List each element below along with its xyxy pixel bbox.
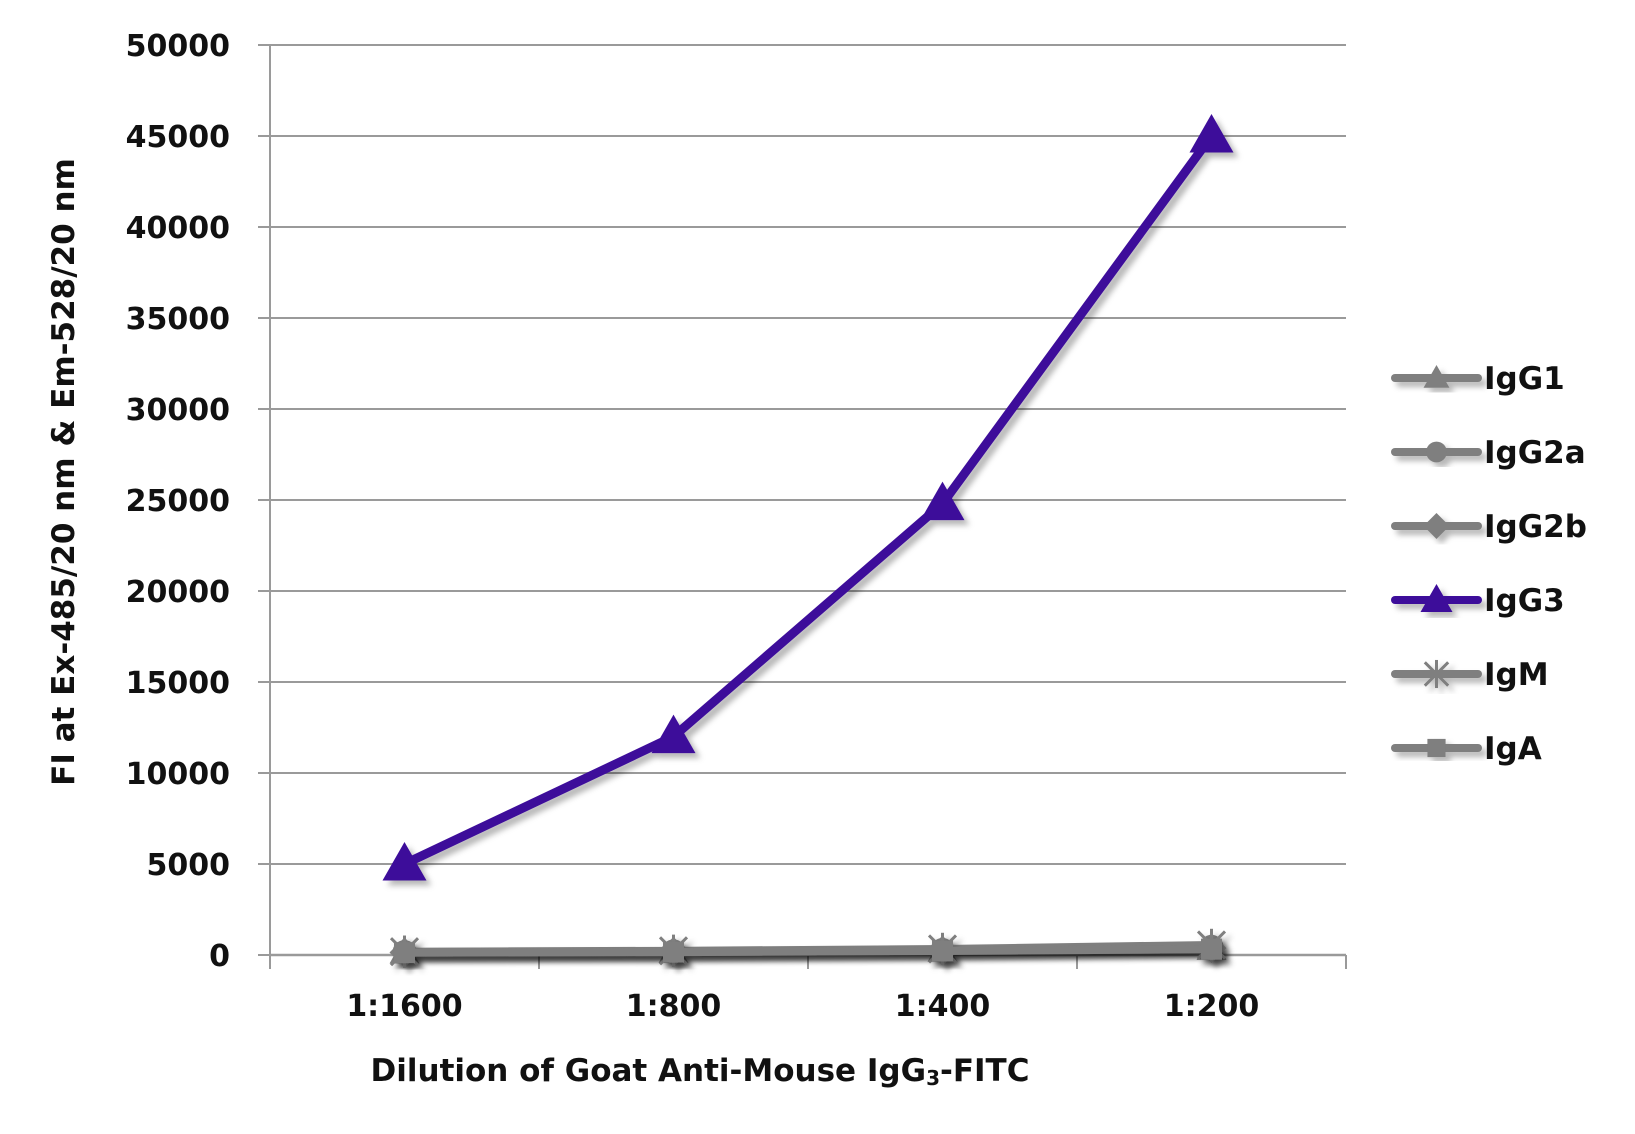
legend-marker (1427, 738, 1446, 758)
axes (258, 44, 1347, 969)
legend-marker (1423, 513, 1450, 539)
gridlines (270, 44, 1346, 865)
data-point (394, 942, 415, 964)
y-tick-label: 20000 (126, 575, 230, 610)
legend-swatch (1391, 513, 1482, 539)
y-tick-label: 30000 (126, 393, 230, 428)
data-point (382, 842, 427, 881)
y-tick-label: 0 (209, 939, 230, 974)
legend-label: IgA (1484, 731, 1542, 767)
x-tick-label: 1:400 (895, 989, 991, 1024)
x-tick-label: 1:200 (1164, 989, 1260, 1024)
legend-label: IgM (1484, 657, 1549, 693)
x-tick-labels: 1:1600 1:800 1:400 1:200 (346, 989, 1259, 1024)
x-axis-title-suffix: -FITC (940, 1053, 1029, 1089)
series-line (402, 133, 1216, 869)
x-axis-title-main: Dilution of Goat Anti-Mouse IgG (371, 1053, 927, 1089)
legend-swatch (1391, 738, 1482, 758)
y-tick-label: 45000 (126, 120, 230, 155)
legend-swatch (1391, 659, 1482, 689)
legend: IgG1 IgG2a IgG2b IgG3 IgM IgA (1391, 361, 1587, 767)
legend-label: IgG3 (1484, 583, 1565, 619)
y-tick-label: 35000 (126, 302, 230, 337)
y-tick-label: 25000 (126, 484, 230, 519)
y-tick-label: 15000 (126, 666, 230, 701)
data-point (1201, 938, 1222, 960)
data-point (1189, 114, 1234, 153)
y-axis-title: FI at Ex-485/20 nm & Em-528/20 nm (46, 158, 82, 786)
legend-marker (1423, 659, 1450, 689)
x-tick-label: 1:1600 (346, 989, 462, 1024)
data-point (663, 941, 684, 963)
y-tick-label: 10000 (126, 757, 230, 792)
legend-label: IgG2a (1484, 435, 1586, 471)
legend-marker (1420, 584, 1453, 612)
legend-swatch (1391, 365, 1482, 388)
series-igg3 (382, 114, 1234, 881)
legend-marker (1423, 365, 1450, 388)
series-layer (382, 114, 1234, 968)
legend-swatch (1391, 584, 1482, 612)
y-tick-label: 50000 (126, 29, 230, 64)
series-iga (394, 938, 1222, 964)
y-tick-label: 5000 (147, 848, 231, 883)
legend-label: IgG2b (1484, 509, 1587, 545)
y-tick-labels: 0 5000 10000 15000 20000 25000 30000 35000 40000… (126, 29, 230, 974)
x-tick-label: 1:800 (626, 989, 722, 1024)
series-line (404, 945, 1212, 957)
legend-marker (1426, 441, 1447, 463)
legend-swatch (1391, 441, 1482, 463)
x-axis-title-subscript: 3 (926, 1066, 940, 1090)
data-point (932, 940, 953, 962)
data-point (651, 714, 696, 754)
legend-label: IgG1 (1484, 361, 1565, 397)
y-tick-label: 40000 (126, 211, 230, 246)
data-point (920, 481, 965, 521)
x-axis-title: Dilution of Goat Anti-Mouse IgG3-FITC (371, 1053, 1030, 1090)
